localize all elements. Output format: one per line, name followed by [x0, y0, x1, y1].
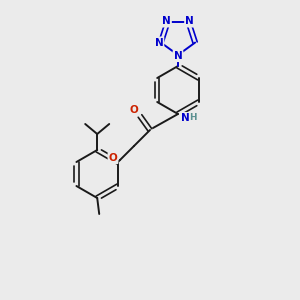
Text: N: N — [174, 51, 182, 61]
Text: N: N — [185, 16, 194, 26]
Text: O: O — [109, 153, 117, 163]
Text: O: O — [130, 105, 138, 115]
Text: H: H — [189, 113, 197, 122]
Text: N: N — [162, 16, 171, 26]
Text: N: N — [154, 38, 163, 48]
Text: N: N — [181, 113, 189, 123]
